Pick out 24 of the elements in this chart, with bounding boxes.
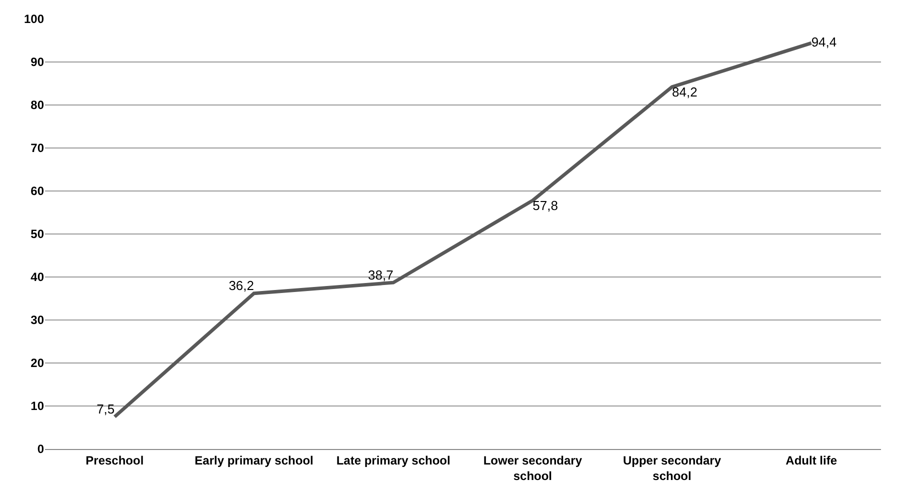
y-tick-label: 90 [30,55,44,70]
y-tick-label: 40 [30,270,44,284]
y-tick-label: 80 [30,98,44,112]
data-label: 36,2 [228,278,254,294]
x-tick-label: Lower secondary school [483,453,582,483]
y-tick-label: 100 [24,12,44,26]
x-tick-label: Preschool [86,453,144,468]
x-tick-label: Late primary school [336,453,450,468]
y-tick-label: 60 [30,184,44,198]
data-label: 57,8 [532,198,558,214]
data-label: 94,4 [811,34,837,50]
y-tick-label: 10 [30,399,44,414]
x-tick-label: Upper secondary school [622,453,722,483]
line-series [112,41,814,418]
data-label: 84,2 [672,84,698,100]
y-tick-label: 0 [37,442,44,456]
data-label: 38,7 [368,267,394,282]
x-tick-label: Adult life [786,453,838,468]
y-tick-label: 50 [30,227,44,242]
y-tick-label: 30 [30,313,44,328]
x-tick-label: Early primary school [194,453,314,468]
y-tick-label: 70 [30,141,44,156]
y-tick-label: 20 [30,356,44,370]
data-label: 7,5 [96,402,115,416]
